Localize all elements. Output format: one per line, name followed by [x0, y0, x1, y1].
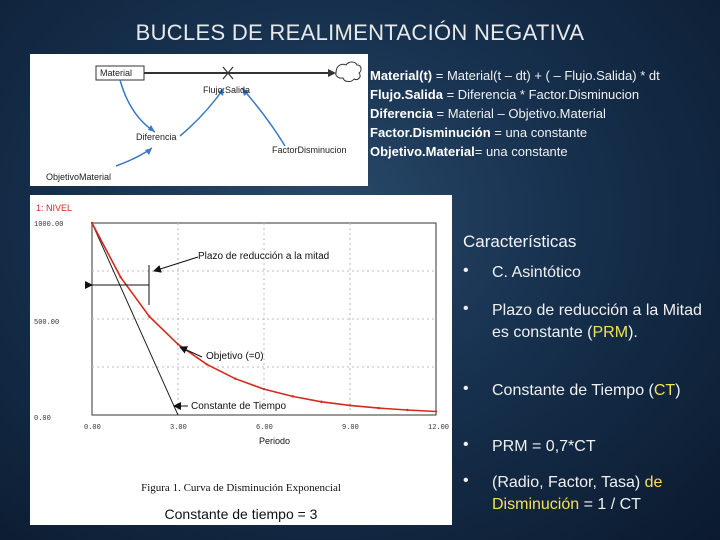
equations-block: Material(t) = Material(t – dt) + ( – Flu… [370, 66, 710, 161]
x-tick: 6.00 [256, 424, 273, 432]
bullet-icon: • [463, 262, 469, 279]
flow-arrowhead [328, 69, 336, 77]
data-point [291, 395, 294, 398]
equation-line: Flujo.Salida = Diferencia * Factor.Dismi… [370, 87, 640, 102]
stock-label: Material [100, 68, 133, 78]
data-point [234, 377, 237, 380]
bullet-icon: • [463, 300, 469, 317]
difference-label: Diferencia [136, 132, 177, 142]
x-tick: 12.00 [428, 424, 449, 432]
data-point [90, 221, 94, 225]
y-tick: 1000.00 [34, 221, 63, 229]
data-point [119, 276, 122, 279]
decay-chart-panel: 1: NIVEL 1000.00 500.00 0.00 0.00 3.00 6.0… [30, 195, 452, 525]
x-tick: 0.00 [84, 424, 101, 432]
annotation-goal: Objetivo (=0) [206, 351, 264, 362]
series-label: 1: NIVEL [36, 203, 72, 213]
data-point [406, 408, 409, 412]
data-point [434, 410, 438, 413]
annotation-time-constant: Constante de Tiempo [191, 401, 286, 412]
figure-caption: Figura 1. Curva de Disminución Exponenci… [141, 482, 341, 494]
data-point [348, 404, 352, 407]
equation-line: Objetivo.Material= una constante [370, 144, 568, 159]
characteristics-title: Características [463, 232, 577, 251]
decay-chart: 1: NIVEL 1000.00 500.00 0.00 0.00 3.00 6.0… [34, 203, 449, 494]
y-tick: 500.00 [34, 319, 59, 327]
diagram-arrows [95, 61, 362, 167]
bullet-icon: • [463, 380, 469, 397]
goal-label: ObjetivoMaterial [46, 172, 112, 182]
equation-line: Diferencia = Material – Objetivo.Materia… [370, 106, 606, 121]
flow-label: Flujo.Salida [203, 85, 251, 95]
data-point [377, 406, 380, 410]
time-constant-caption: Constante de tiempo = 3 [164, 506, 318, 522]
x-tick: 9.00 [342, 424, 359, 432]
data-point [176, 343, 180, 346]
annotation-half-life: Plazo de reducción a la mitad [198, 251, 329, 262]
x-axis-label: Periodo [259, 436, 290, 446]
data-point [320, 400, 323, 403]
factor-label: FactorDisminucion [272, 145, 347, 155]
data-point [148, 315, 151, 318]
bullet-icon: • [463, 472, 469, 489]
data-point [262, 387, 266, 391]
cloud-icon [335, 61, 362, 82]
data-point [205, 363, 208, 366]
slide-title: BUCLES DE REALIMENTACIÓN NEGATIVA [135, 20, 585, 45]
valve-icon [222, 66, 234, 80]
bullet-icon: • [463, 436, 469, 453]
stock-flow-diagram: Material Flujo.Salida Diferencia FactorD… [30, 54, 368, 186]
x-tick: 3.00 [170, 424, 187, 432]
equation-line: Factor.Disminución = una constante [370, 125, 588, 140]
tangent-line [91, 222, 179, 416]
y-tick: 0.00 [34, 415, 51, 423]
equation-line: Material(t) = Material(t – dt) + ( – Flu… [370, 68, 660, 83]
